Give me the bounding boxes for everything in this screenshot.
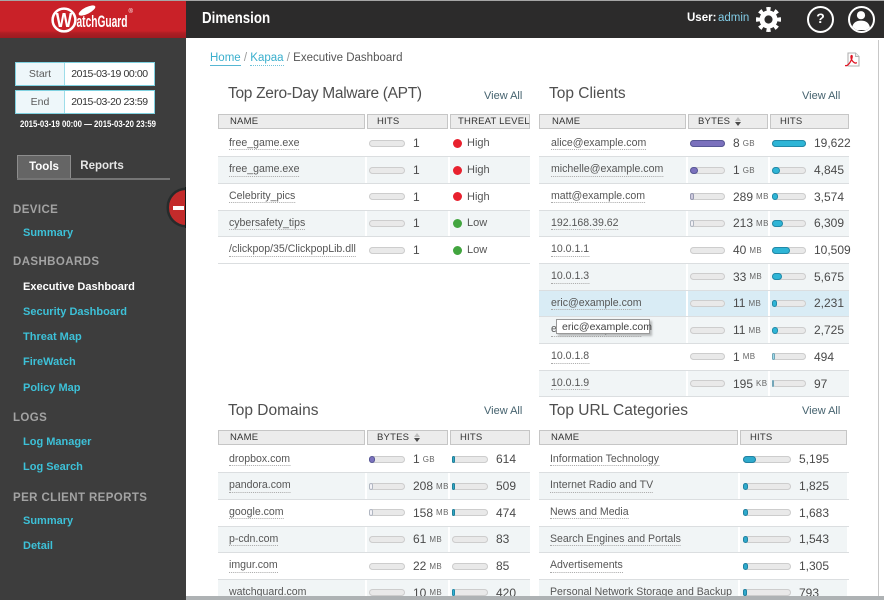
svg-text:atchGuard: atchGuard (77, 13, 128, 31)
svg-text:W: W (56, 10, 73, 32)
svg-text:®: ® (129, 8, 134, 15)
